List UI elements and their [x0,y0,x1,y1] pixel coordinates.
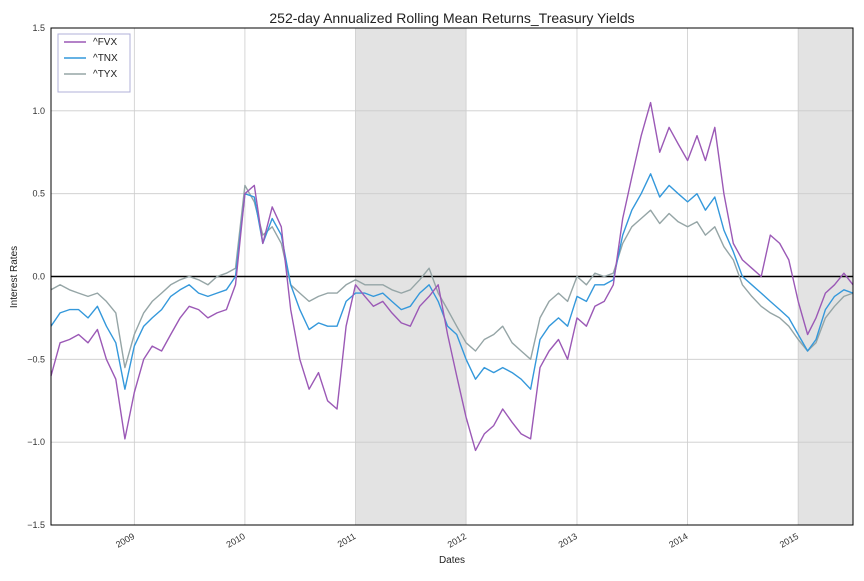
x-tick-label: 2012 [446,531,468,550]
plot-frame [50,27,854,526]
legend: ^FVX ^TNX ^TYX [57,33,131,93]
y-tick-label: 1.5 [32,23,45,33]
x-tick-label: 2010 [225,531,247,550]
y-tick-label: −1.5 [27,520,45,530]
x-tick-label: 2014 [667,531,689,550]
legend-box [57,33,131,93]
series-line-tyx [50,184,854,369]
plot-area: −1.5 −1.0 −0.5 0.0 0.5 1.0 1.5 2009 2010 2011 2012… [27,23,854,550]
y-tick-label: 1.0 [32,106,45,116]
x-tick-label: 2011 [336,531,358,549]
x-tick-label: 2013 [557,531,579,550]
legend-label-tnx: ^TNX [93,53,118,64]
legend-label-tyx: ^TYX [93,69,117,80]
y-tick-label: 0.5 [32,189,45,199]
series-line-fvx [50,101,854,452]
series-line-tnx [50,173,854,390]
y-tick-label: −0.5 [27,354,45,364]
x-axis-title: Dates [439,555,465,566]
y-tick-label: 0.0 [32,272,45,282]
legend-label-fvx: ^FVX [93,37,117,48]
y-tick-label: −1.0 [27,437,45,447]
x-tick-label: 2009 [114,531,136,550]
y-axis-title: Interest Rates [9,246,20,308]
x-tick-label: 2015 [778,531,800,550]
chart-title: 252-day Annualized Rolling Mean Returns_… [269,10,634,26]
